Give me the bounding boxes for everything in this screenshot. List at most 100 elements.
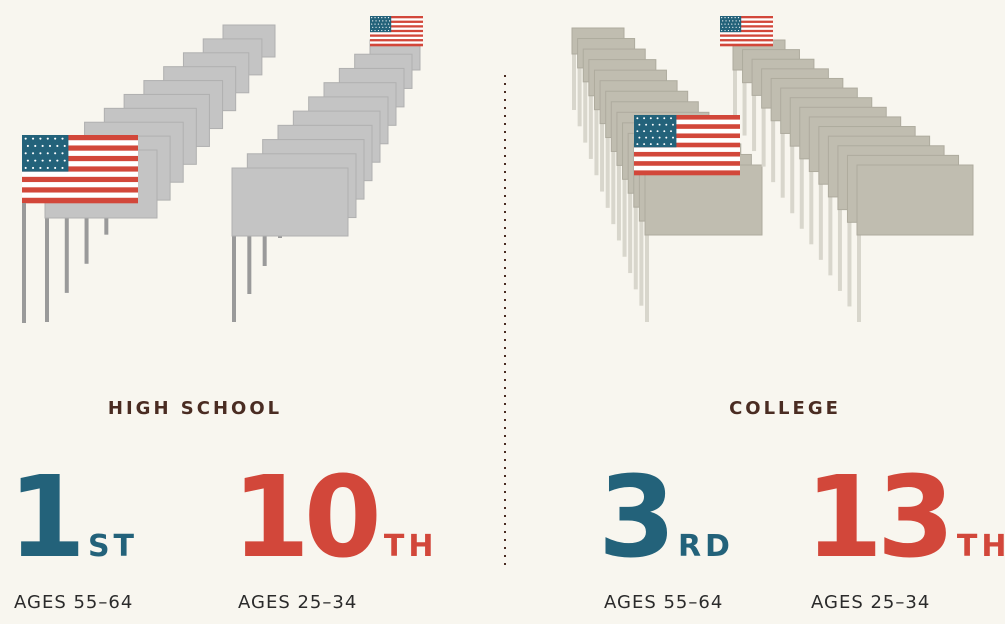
- flag-pole: [781, 133, 785, 197]
- flag-star: [728, 17, 729, 18]
- flag-star: [379, 27, 380, 28]
- flag-star: [42, 145, 44, 147]
- flag-star: [657, 130, 659, 132]
- flag-star: [47, 138, 49, 140]
- flag-star: [371, 23, 372, 24]
- flag-pole: [733, 70, 737, 120]
- flag-star: [636, 117, 638, 119]
- flag-star: [386, 27, 387, 28]
- flag-star: [378, 17, 379, 18]
- flag-stripe: [720, 41, 773, 44]
- flag-star: [375, 27, 376, 28]
- rank-number: 1: [8, 453, 80, 583]
- flag-star: [25, 138, 27, 140]
- flag-star: [721, 23, 722, 24]
- flag-star: [643, 117, 645, 119]
- flag-star: [663, 117, 665, 119]
- flag-stripe: [370, 32, 423, 35]
- flag-star: [47, 167, 49, 169]
- flag-star: [39, 138, 41, 140]
- flag-pole: [771, 121, 775, 182]
- flag-stripe: [634, 161, 740, 166]
- flag-star: [736, 20, 737, 21]
- flag-star: [663, 143, 665, 145]
- blank-flag: [857, 165, 973, 235]
- flag-star: [381, 30, 382, 31]
- flag-star: [56, 145, 58, 147]
- rank-suffix: ST: [88, 529, 138, 564]
- flag-stripe: [22, 193, 138, 199]
- flag-star: [379, 20, 380, 21]
- flag-star: [382, 27, 383, 28]
- flag-pole: [611, 151, 615, 224]
- flag-star: [672, 137, 674, 139]
- flag-star: [724, 23, 725, 24]
- flag-stripe: [720, 32, 773, 35]
- flag-star: [724, 30, 725, 31]
- flag-star: [665, 124, 667, 126]
- flag-star: [385, 23, 386, 24]
- flag-stripe: [720, 34, 773, 37]
- flag-pole: [600, 124, 604, 192]
- flag-star: [49, 145, 51, 147]
- rank-number: 10: [232, 453, 376, 583]
- flag-stripe: [22, 187, 138, 193]
- flag-star: [61, 138, 63, 140]
- flag-star: [378, 30, 379, 31]
- flag-star: [721, 30, 722, 31]
- flag-star: [388, 17, 389, 18]
- flag-pole: [45, 218, 49, 322]
- flag-star: [652, 124, 654, 126]
- flag-stripe: [370, 39, 423, 42]
- flag-stripe: [720, 39, 773, 42]
- flag-star: [731, 23, 732, 24]
- flag-star: [739, 27, 740, 28]
- flag-star: [49, 160, 51, 162]
- flag-star: [725, 27, 726, 28]
- flag-pole: [847, 222, 851, 306]
- flag-star: [670, 143, 672, 145]
- flag-stripe: [634, 166, 740, 171]
- flag-star: [738, 17, 739, 18]
- flag-star: [729, 27, 730, 28]
- flag-star: [650, 117, 652, 119]
- flag-star: [375, 20, 376, 21]
- flag-star: [385, 30, 386, 31]
- flag-star: [652, 137, 654, 139]
- flag-star: [42, 160, 44, 162]
- rank-suffix: RD: [678, 529, 734, 564]
- flag-star: [659, 124, 661, 126]
- flag-star: [643, 130, 645, 132]
- flag-pole: [790, 146, 794, 213]
- flag-star: [374, 23, 375, 24]
- flag-pole: [838, 210, 842, 291]
- flag-stripe: [634, 147, 740, 152]
- flag-star: [638, 137, 640, 139]
- flag-pole: [628, 193, 632, 273]
- flag-star: [657, 143, 659, 145]
- ranking: 1STAGES 55–64: [8, 462, 228, 574]
- section-title: COLLEGE: [635, 398, 935, 419]
- flag-star: [643, 143, 645, 145]
- flag-star: [636, 143, 638, 145]
- flag-pole: [617, 165, 621, 240]
- flag-star: [374, 30, 375, 31]
- flag-star: [729, 20, 730, 21]
- section-title: HIGH SCHOOL: [45, 398, 345, 419]
- flag-star: [728, 30, 729, 31]
- flag-star: [32, 152, 34, 154]
- flag-star: [736, 27, 737, 28]
- flag-star: [61, 167, 63, 169]
- flag-stripe: [370, 44, 423, 47]
- flag-stripe: [634, 152, 740, 157]
- blank-flag: [645, 165, 762, 235]
- flag-star: [738, 23, 739, 24]
- flag-canton: [22, 135, 68, 172]
- flag-star: [388, 23, 389, 24]
- flag-star: [378, 23, 379, 24]
- flag-star: [722, 20, 723, 21]
- flag-pole: [645, 235, 649, 322]
- flag-star: [372, 27, 373, 28]
- flag-star: [650, 143, 652, 145]
